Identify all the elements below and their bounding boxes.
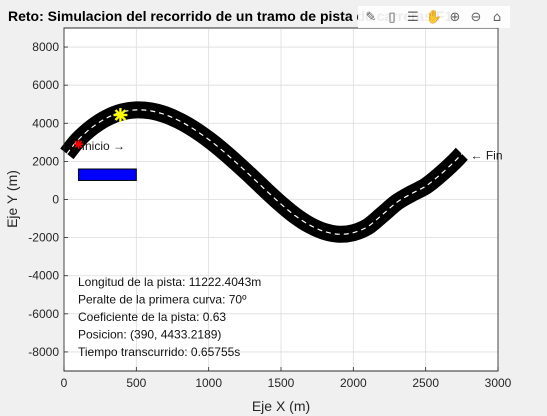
y-tick-label: 8000 <box>32 40 59 54</box>
x-tick-label: 2000 <box>340 376 367 390</box>
start-marker <box>73 139 83 149</box>
y-tick-label: 6000 <box>32 78 59 92</box>
info-line: Posicion: (390, 4433.2189) <box>78 328 221 342</box>
y-tick-label: -4000 <box>28 269 59 283</box>
edit-plot-icon[interactable]: ✎ <box>365 9 377 25</box>
y-tick-label: -2000 <box>28 231 59 245</box>
x-tick-label: 3000 <box>485 376 512 390</box>
x-axis-label: Eje X (m) <box>252 398 310 414</box>
axes-toolbar: ✎ ▯ ☰ ✋ ⊕ ⊖ ⌂ <box>358 6 510 28</box>
insert-legend-icon[interactable]: ☰ <box>407 9 419 25</box>
annotation-fin: ← Fin <box>471 149 503 163</box>
home-icon[interactable]: ⌂ <box>492 9 502 25</box>
zoom-in-icon[interactable]: ⊕ <box>449 9 461 25</box>
zoom-out-icon[interactable]: ⊖ <box>470 9 482 25</box>
insert-data-tip-icon[interactable]: ▯ <box>388 9 396 25</box>
car-position <box>113 108 128 123</box>
blue-rectangle <box>77 168 137 181</box>
info-line: Peralte de la primera curva: 70º <box>78 293 247 307</box>
info-line: Tiempo transcurrido: 0.65755s <box>78 345 240 359</box>
y-tick-label: 2000 <box>32 154 59 168</box>
info-line: Coeficiente de la pista: 0.63 <box>78 310 226 324</box>
y-axis-label: Eje Y (m) <box>4 170 20 228</box>
axis-ticks: 0 500 1000 1500 2000 2500 3000 -8000 -6000 -4000 -… <box>28 27 512 390</box>
track-surface <box>60 101 468 243</box>
markers-layer: Inicio → ← Fin <box>73 108 503 181</box>
annotation-inicio: Inicio → <box>82 139 125 153</box>
axes-frame <box>63 27 499 372</box>
y-tick-label: -8000 <box>28 345 59 359</box>
x-tick-label: 500 <box>126 376 146 390</box>
info-text-block: Longitud de la pista: 11222.4043m Peralte… <box>78 275 261 359</box>
y-tick-label: 0 <box>52 193 59 207</box>
y-tick-label: -6000 <box>28 307 59 321</box>
x-tick-label: 1000 <box>195 376 222 390</box>
pan-icon[interactable]: ✋ <box>425 9 443 25</box>
x-tick-label: 2500 <box>412 376 439 390</box>
info-line: Longitud de la pista: 11222.4043m <box>78 275 261 289</box>
x-tick-label: 1500 <box>268 376 295 390</box>
chart-title: Reto: Simulacion del recorrido de un tra… <box>8 8 452 24</box>
y-tick-label: 4000 <box>32 116 59 130</box>
x-tick-label: 0 <box>61 376 68 390</box>
track-layer <box>60 101 468 243</box>
